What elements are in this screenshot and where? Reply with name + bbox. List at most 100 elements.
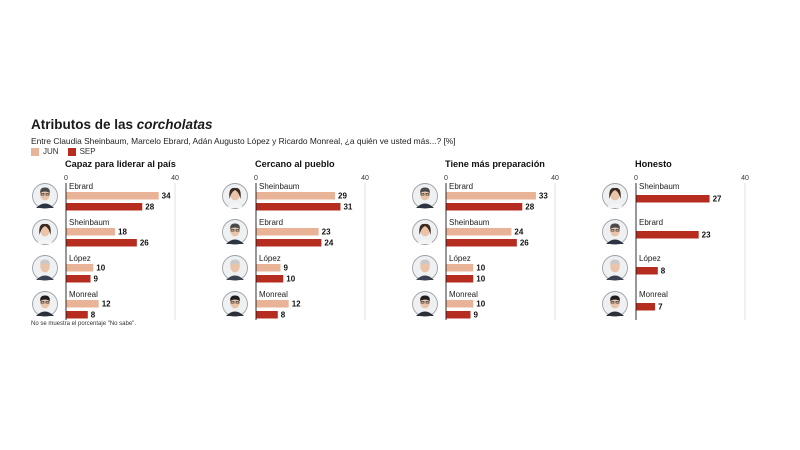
data-label-sep: 9 <box>474 311 479 320</box>
bar-jun <box>446 264 474 272</box>
data-label-jun: 10 <box>476 264 485 273</box>
category-group: Monreal 7 <box>602 290 668 317</box>
data-label-sep: 27 <box>713 195 722 204</box>
bar-sep <box>256 239 322 247</box>
tick-label: 0 <box>444 175 448 182</box>
category-label-sheinbaum: Sheinbaum <box>69 218 110 227</box>
data-label-sep: 8 <box>661 267 666 276</box>
category-label-monreal: Monreal <box>259 290 288 299</box>
bar-sep <box>256 203 341 211</box>
bar-jun <box>256 228 319 236</box>
bar-jun <box>256 264 281 272</box>
legend-label-sep: SEP <box>79 147 96 156</box>
bar-jun <box>66 264 94 272</box>
bar-sep <box>446 311 471 319</box>
category-label-ebrard: Ebrard <box>69 182 93 191</box>
bar-sep <box>636 267 658 275</box>
panel-title: Capaz para liderar al país <box>65 159 176 169</box>
legend: JUN SEP <box>31 147 96 156</box>
tick-label: 40 <box>741 175 749 182</box>
category-group: Sheinbaum 24 26 <box>412 218 529 248</box>
bar-sep <box>446 203 523 211</box>
data-label-jun: 10 <box>476 300 485 309</box>
data-label-sep: 9 <box>94 275 99 284</box>
data-label-jun: 12 <box>102 300 111 309</box>
tick-label: 0 <box>254 175 258 182</box>
panel-title: Honesto <box>635 159 672 169</box>
legend-item-sep: SEP <box>67 147 96 156</box>
category-group: Sheinbaum 29 31 <box>222 182 353 212</box>
category-label-lopez: López <box>259 254 281 263</box>
bar-sep <box>446 239 517 247</box>
bar-jun <box>256 300 289 308</box>
legend-label-jun: JUN <box>43 147 59 156</box>
chart-title-italic: corcholatas <box>136 117 213 132</box>
category-label-sheinbaum: Sheinbaum <box>449 218 490 227</box>
data-label-sep: 28 <box>525 203 534 212</box>
bar-jun <box>446 192 536 200</box>
category-group: Ebrard 23 24 <box>222 218 334 248</box>
data-label-jun: 24 <box>514 228 523 237</box>
category-label-ebrard: Ebrard <box>639 218 663 227</box>
category-group: Monreal 12 8 <box>222 290 301 320</box>
tick-label: 0 <box>634 175 638 182</box>
data-label-sep: 8 <box>91 311 96 320</box>
data-label-sep: 23 <box>702 231 711 240</box>
data-label-sep: 28 <box>145 203 154 212</box>
legend-swatch-sep <box>67 147 76 156</box>
bar-sep <box>636 303 656 311</box>
bar-sep <box>256 311 278 319</box>
data-label-sep: 26 <box>520 239 529 248</box>
category-label-lopez: López <box>639 254 661 263</box>
bar-sep <box>66 275 91 283</box>
bar-jun <box>66 228 116 236</box>
bar-sep <box>66 239 137 247</box>
chart-title-main: Atributos de las <box>31 117 134 132</box>
tick-label: 40 <box>551 175 559 182</box>
bar-jun <box>446 228 512 236</box>
data-label-jun: 33 <box>539 192 548 201</box>
data-label-sep: 10 <box>286 275 295 284</box>
category-group: Monreal 12 8 <box>32 290 111 320</box>
category-label-monreal: Monreal <box>639 290 668 299</box>
bar-sep <box>66 203 143 211</box>
data-label-jun: 12 <box>292 300 301 309</box>
data-label-sep: 31 <box>343 203 352 212</box>
category-group: López 10 9 <box>32 254 106 284</box>
category-group: Ebrard 34 28 <box>32 182 171 212</box>
legend-swatch-jun <box>31 147 39 156</box>
bar-sep <box>256 275 284 283</box>
category-label-monreal: Monreal <box>69 290 98 299</box>
category-group: López 10 10 <box>412 254 486 284</box>
bar-sep <box>66 311 88 319</box>
category-group: Ebrard 33 28 <box>412 182 548 212</box>
category-group: Ebrard 23 <box>602 218 711 245</box>
data-label-jun: 29 <box>338 192 347 201</box>
category-label-sheinbaum: Sheinbaum <box>259 182 300 191</box>
data-label-jun: 23 <box>322 228 331 237</box>
category-label-lopez: López <box>69 254 91 263</box>
tick-label: 0 <box>64 175 68 182</box>
category-label-lopez: López <box>449 254 471 263</box>
category-label-sheinbaum: Sheinbaum <box>639 182 680 191</box>
bar-jun <box>446 300 474 308</box>
category-label-ebrard: Ebrard <box>449 182 473 191</box>
category-label-monreal: Monreal <box>449 290 478 299</box>
data-label-sep: 7 <box>658 303 663 312</box>
panel-title: Tiene más preparación <box>445 159 545 169</box>
chart-panel-2: Cercano al pueblo 0 40 Sheinbaum 29 31 Ebrard 2… <box>222 159 369 320</box>
category-group: Sheinbaum 18 26 <box>32 218 149 248</box>
bar-jun <box>66 300 99 308</box>
data-label-jun: 18 <box>118 228 127 237</box>
chart-panel-1: Capaz para liderar al país 0 40 Ebrard 34 28 S… <box>32 159 179 320</box>
data-label-jun: 10 <box>96 264 105 273</box>
category-label-ebrard: Ebrard <box>259 218 283 227</box>
data-label-sep: 10 <box>476 275 485 284</box>
chart-subtitle: Entre Claudia Sheinbaum, Marcelo Ebrard,… <box>31 136 456 146</box>
bar-jun <box>256 192 336 200</box>
